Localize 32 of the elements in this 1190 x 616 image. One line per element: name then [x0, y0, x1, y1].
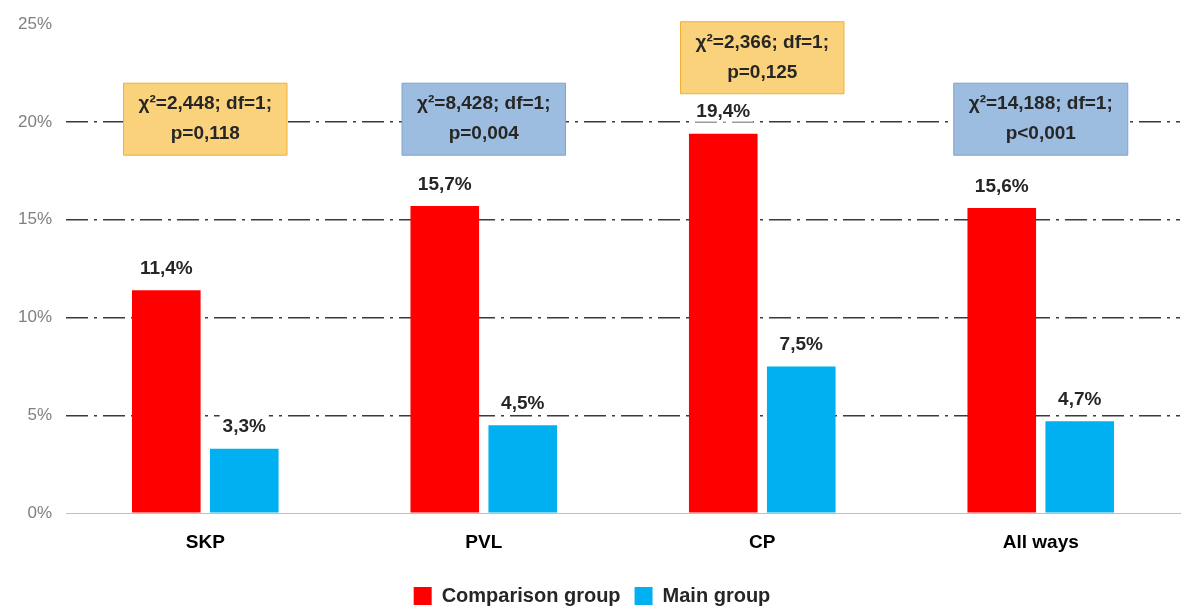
legend-label: Main group: [662, 583, 771, 606]
bar: [488, 425, 558, 513]
y-tick-label: 20%: [17, 111, 53, 131]
bar: [1045, 421, 1115, 513]
y-tick-label: 25%: [17, 13, 53, 33]
annotation: χ²=8,428; df=1; p=0,004: [417, 92, 551, 144]
data-label: 4,7%: [1058, 388, 1102, 409]
x-tick-label: CP: [749, 530, 776, 552]
bar: [410, 206, 480, 513]
legend-label: Comparison group: [441, 583, 621, 606]
y-tick-label: 5%: [27, 405, 53, 425]
bar: [131, 290, 201, 513]
x-tick-label: All ways: [1002, 530, 1079, 552]
data-label: 7,5%: [779, 333, 823, 355]
data-label: 4,5%: [501, 391, 545, 413]
y-tick-label: 0%: [27, 502, 53, 522]
data-label: 3,3%: [222, 415, 267, 437]
y-tick-label: 15%: [17, 209, 53, 229]
x-tick-label: SKP: [185, 530, 226, 552]
annotation: χ²=2,366; df=1; p=0,125: [695, 30, 829, 82]
bar: [766, 366, 836, 513]
y-tick-label: 10%: [17, 307, 53, 327]
data-label: 19,4%: [696, 100, 751, 122]
bar: [209, 448, 279, 513]
annotation: χ²=14,188; df=1; p<0,001: [968, 92, 1113, 144]
bar: [688, 133, 758, 513]
annotation: χ²=2,448; df=1; p=0,118: [138, 92, 272, 144]
data-label: 15,7%: [417, 172, 472, 194]
x-tick-label: PVL: [465, 530, 503, 552]
bar: [967, 208, 1037, 513]
data-label: 15,6%: [974, 174, 1029, 196]
data-label: 11,4%: [139, 256, 193, 278]
